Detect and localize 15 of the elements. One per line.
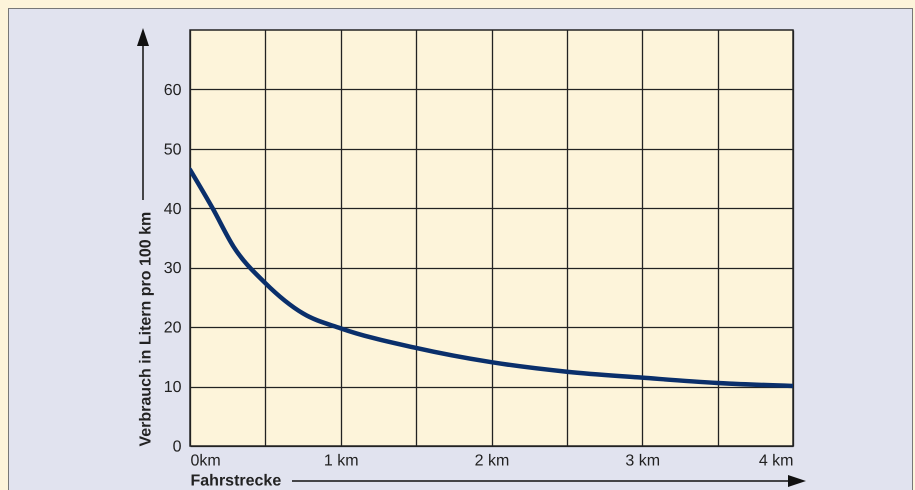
x-tick-label: 4 km [758,452,794,470]
line-series [190,167,793,388]
y-tick-label: 20 [164,320,182,337]
y-tick-label: 50 [164,141,182,158]
y-tick-label: 60 [164,82,182,99]
x-axis-title: Fahrstrecke [190,472,282,490]
y-axis-title: Verbrauch in Litern pro 100 km [138,212,155,446]
x-tick-label: 2 km [474,452,510,470]
y-tick-label: 40 [164,200,182,218]
x-tick-label: 1 km [324,452,359,470]
y-tick-label: 30 [164,260,182,278]
y-tick-label: 0 [172,438,182,456]
x-tick-label: 3 km [625,452,660,470]
x-tick-label: 0km [190,452,221,470]
y-tick-label: 10 [164,379,182,396]
